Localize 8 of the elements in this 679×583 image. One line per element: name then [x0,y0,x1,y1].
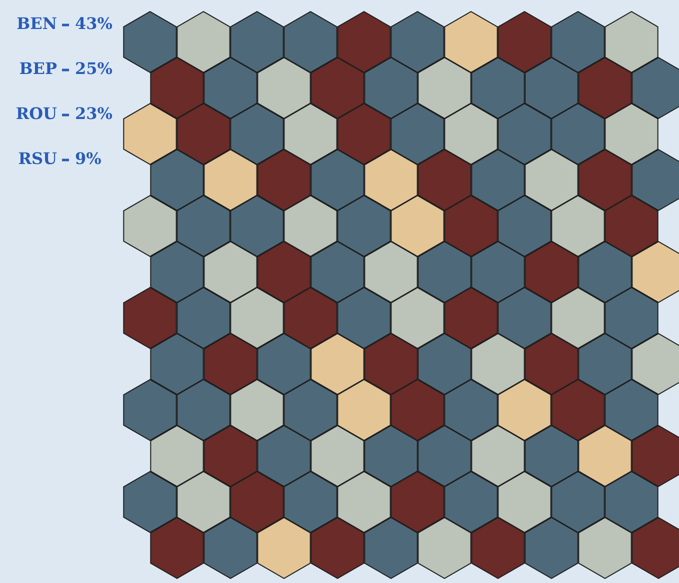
category-label: ROU [16,104,58,123]
data-label: 23% [75,104,112,123]
category-label: BEP [19,59,57,78]
category-label: BEN [16,14,57,33]
data-label: 9% [75,149,102,168]
category-label: RSU [18,149,58,168]
data-label: 25% [75,59,112,78]
data-label: 43% [75,14,112,33]
